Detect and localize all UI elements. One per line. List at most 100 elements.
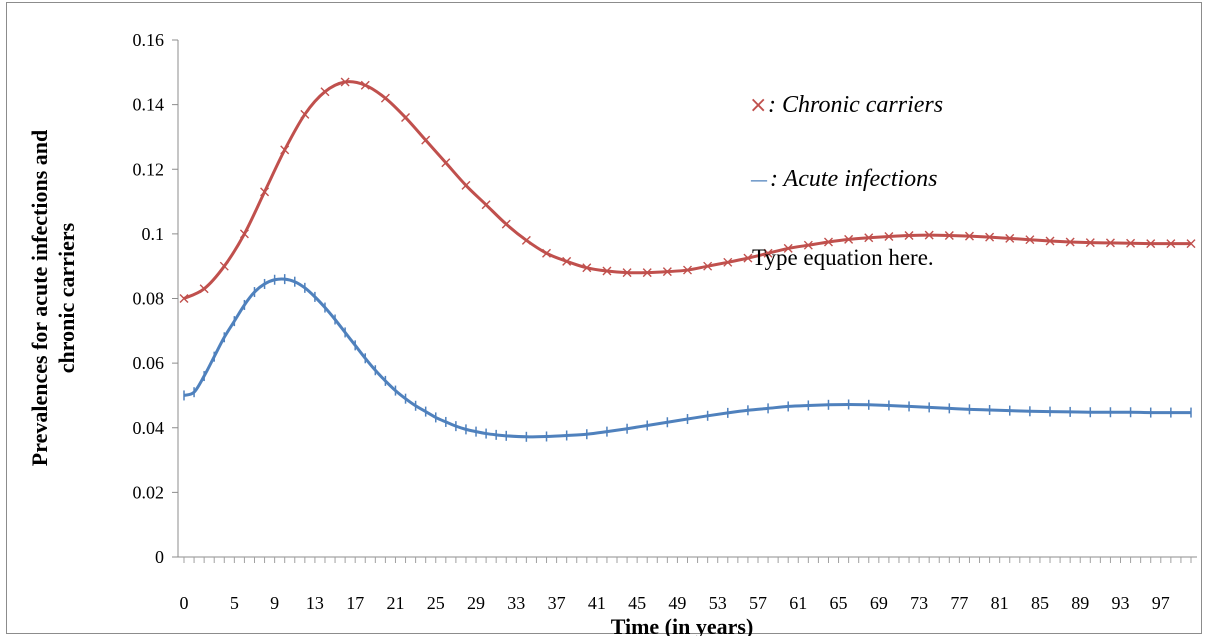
data-point bbox=[622, 268, 632, 278]
data-point bbox=[743, 253, 753, 263]
data-point bbox=[904, 230, 914, 240]
series-markers-chronic bbox=[179, 77, 1196, 303]
data-point bbox=[924, 230, 934, 240]
data-point bbox=[320, 87, 330, 97]
data-point bbox=[1085, 238, 1095, 248]
legend-label-acute: : Acute infections bbox=[770, 166, 938, 192]
x-tick-label: 49 bbox=[668, 593, 686, 613]
data-point bbox=[360, 80, 370, 90]
y-tick-label: 0 bbox=[155, 547, 164, 567]
data-point bbox=[481, 200, 491, 210]
data-point bbox=[1025, 235, 1035, 245]
x-ticks: 0 5 9 13 17 21 25 29 33 37 41 45 49 53 57 61 65 69 73 77 81 8… bbox=[180, 557, 1192, 613]
y-tick-label: 0.12 bbox=[133, 159, 165, 179]
data-point bbox=[964, 231, 974, 241]
data-point bbox=[985, 232, 995, 242]
x-tick-label: 53 bbox=[709, 593, 727, 613]
data-point bbox=[783, 243, 793, 253]
data-point bbox=[884, 231, 894, 241]
x-tick-label: 37 bbox=[548, 593, 566, 613]
y-ticks: 0 0.02 0.04 0.06 0.08 0.1 0.12 0.14 0.16 bbox=[133, 30, 178, 567]
x-tick-label: 89 bbox=[1071, 593, 1089, 613]
data-point bbox=[1186, 239, 1196, 249]
x-tick-label: 9 bbox=[270, 593, 279, 613]
series-layer bbox=[179, 77, 1196, 442]
x-tick-label: 17 bbox=[346, 593, 364, 613]
x-tick-label: 45 bbox=[628, 593, 646, 613]
x-tick-label: 0 bbox=[180, 593, 189, 613]
axes bbox=[177, 40, 1197, 558]
data-point bbox=[401, 113, 411, 123]
data-point bbox=[219, 261, 229, 271]
data-point bbox=[179, 294, 189, 303]
y-tick-label: 0.06 bbox=[133, 353, 165, 373]
data-point bbox=[562, 256, 572, 266]
series-line-chronic bbox=[183, 80, 1191, 300]
x-axis-title: Time (in years) bbox=[611, 614, 754, 636]
y-tick-label: 0.08 bbox=[133, 289, 165, 309]
data-point bbox=[340, 77, 350, 87]
x-tick-label: 25 bbox=[427, 593, 445, 613]
chart-frame bbox=[6, 2, 1202, 634]
x-tick-label: 85 bbox=[1031, 593, 1049, 613]
x-tick-label: 5 bbox=[230, 593, 239, 613]
data-point bbox=[1065, 237, 1075, 247]
x-tick-label: 21 bbox=[386, 593, 404, 613]
data-point bbox=[1005, 233, 1015, 243]
data-point bbox=[501, 219, 511, 229]
data-point bbox=[602, 266, 612, 276]
x-tick-label: 77 bbox=[950, 593, 968, 613]
data-point bbox=[662, 267, 672, 277]
data-point bbox=[1126, 238, 1136, 248]
x-tick-label: 41 bbox=[588, 593, 606, 613]
series-line-acute bbox=[183, 277, 1191, 439]
legend-label-chronic: : Chronic carriers bbox=[768, 92, 943, 118]
x-tick-label: 97 bbox=[1152, 593, 1170, 613]
y-axis-title-line-1: Prevalences for acute infections and bbox=[27, 130, 52, 466]
x-tick-label: 81 bbox=[991, 593, 1009, 613]
x-tick-label: 57 bbox=[749, 593, 767, 613]
data-point bbox=[380, 93, 390, 103]
data-point bbox=[1045, 236, 1055, 246]
equation-placeholder-text: Type equation here. bbox=[752, 245, 934, 270]
y-tick-label: 0.14 bbox=[133, 95, 165, 115]
y-tick-label: 0.1 bbox=[142, 224, 165, 244]
x-tick-label: 93 bbox=[1112, 593, 1130, 613]
series-markers-acute bbox=[183, 274, 1192, 442]
legend-marker-chronic: × bbox=[749, 93, 767, 118]
data-point bbox=[421, 135, 431, 145]
data-point bbox=[260, 187, 270, 197]
y-tick-label: 0.16 bbox=[133, 30, 165, 50]
data-point bbox=[461, 180, 471, 190]
data-point bbox=[582, 263, 592, 273]
x-tick-label: 61 bbox=[789, 593, 807, 613]
x-tick-label: 33 bbox=[507, 593, 525, 613]
data-point bbox=[642, 268, 652, 278]
data-point bbox=[300, 109, 310, 119]
data-point bbox=[703, 261, 713, 271]
data-point bbox=[1105, 238, 1115, 248]
data-point bbox=[683, 265, 692, 275]
data-point bbox=[844, 234, 854, 244]
x-tick-label: 65 bbox=[830, 593, 848, 613]
data-point bbox=[521, 235, 531, 245]
legend: × : Chronic carriers — : Acute infection… bbox=[749, 92, 943, 192]
data-point bbox=[723, 257, 733, 267]
data-point bbox=[823, 237, 833, 247]
x-tick-label: 29 bbox=[467, 593, 485, 613]
data-point bbox=[803, 240, 813, 250]
data-point bbox=[542, 248, 552, 258]
data-point bbox=[199, 284, 209, 294]
x-tick-label: 13 bbox=[306, 593, 324, 613]
legend-marker-acute: — bbox=[750, 170, 768, 191]
data-point bbox=[280, 145, 290, 155]
data-point bbox=[441, 158, 451, 168]
x-tick-label: 69 bbox=[870, 593, 888, 613]
data-point bbox=[1146, 239, 1156, 249]
x-tick-label: 73 bbox=[910, 593, 928, 613]
data-point bbox=[239, 229, 249, 239]
y-tick-label: 0.02 bbox=[133, 482, 165, 502]
data-point bbox=[944, 230, 954, 240]
y-axis-title-line-2: chronic carriers bbox=[54, 222, 79, 373]
